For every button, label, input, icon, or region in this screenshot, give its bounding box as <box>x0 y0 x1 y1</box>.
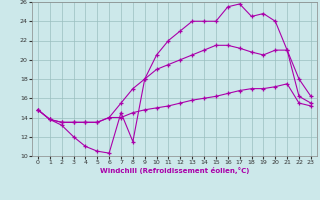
X-axis label: Windchill (Refroidissement éolien,°C): Windchill (Refroidissement éolien,°C) <box>100 167 249 174</box>
